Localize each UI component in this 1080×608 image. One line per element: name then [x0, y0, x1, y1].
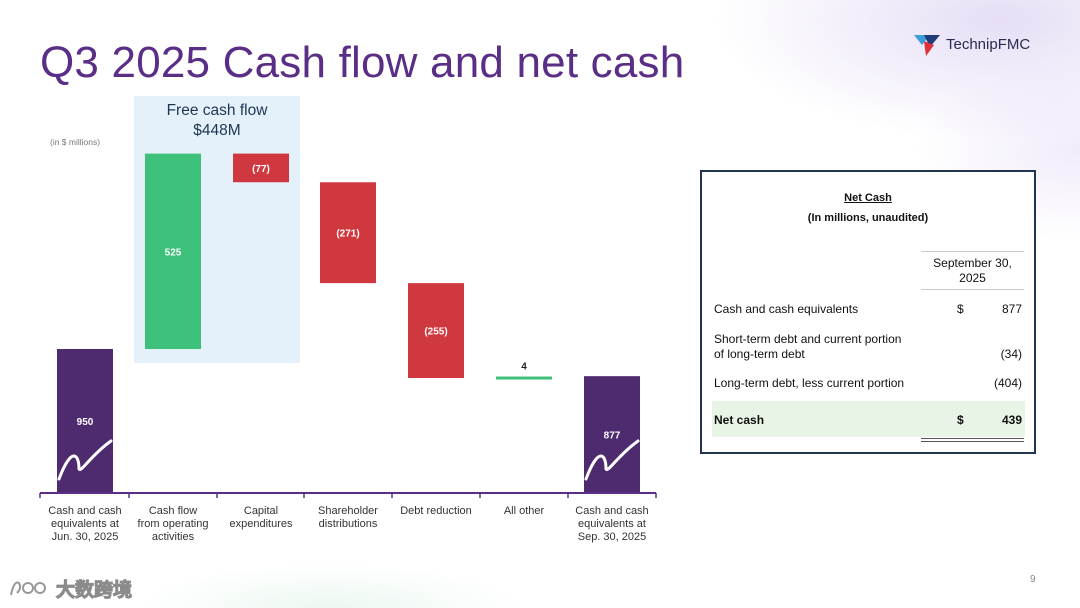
category-label: Shareholder distributions: [303, 505, 393, 531]
net-cash-title: Net Cash: [844, 192, 892, 204]
category-label-line: Cash and cash: [48, 505, 122, 517]
total-double-rule: [921, 438, 1024, 439]
row-label-cash: Cash and cash equivalents: [714, 302, 859, 316]
category-label: Capital expenditures: [216, 505, 306, 531]
net-cash-subtitle: (In millions, unaudited): [807, 212, 929, 224]
waterfall-bar: [496, 376, 552, 380]
category-label: All other: [479, 505, 569, 518]
row-value-long-term-debt: (404): [993, 376, 1022, 390]
row-label-line: of long-term debt: [714, 347, 805, 361]
net-cash-total-band: [712, 401, 1025, 437]
row-label-short-term-debt: Short-term debt and current portion of l…: [714, 332, 901, 362]
axis-break-mark: [57, 439, 113, 481]
category-label-line: Shareholder: [318, 505, 378, 517]
watermark: 大数跨境: [8, 574, 133, 602]
row-label-line: Short-term debt and current portion: [714, 332, 902, 346]
category-label-line: Jun. 30, 2025: [51, 531, 119, 543]
waterfall-bar: [57, 349, 113, 493]
category-label-line: expenditures: [229, 518, 293, 530]
bar-value-label: 877: [604, 431, 621, 442]
category-label-line: equivalents at: [578, 518, 646, 530]
category-label-line: activities: [151, 531, 195, 543]
technipfmc-logo-icon: [914, 35, 940, 56]
category-label-line: from operating: [137, 518, 209, 530]
row-dollar-sign: $: [957, 302, 964, 316]
waterfall-bar: [145, 153, 201, 349]
logo-wordmark: TechnipFMC: [946, 35, 1031, 53]
category-label: Cash flow from operating activities: [128, 505, 218, 544]
bar-value-label: (271): [336, 229, 359, 240]
waterfall-bar: [320, 182, 376, 284]
category-label: Debt reduction: [391, 505, 481, 518]
watermark-text: 大数跨境: [55, 579, 133, 601]
row-value-short-term-debt: (34): [1000, 347, 1022, 361]
column-header: September 30, 2025: [921, 256, 1024, 286]
free-cash-flow-amount: $448M: [193, 122, 241, 139]
net-cash-table: Net Cash (In millions, unaudited) Septem…: [700, 170, 1036, 454]
category-label-line: distributions: [318, 518, 378, 530]
category-label: Cash and cash equivalents at Sep. 30, 2025: [567, 505, 657, 544]
free-cash-flow-title: Free cash flow: [166, 102, 268, 119]
row-value-cash: 877: [1001, 302, 1022, 316]
bar-value-label: 525: [165, 247, 182, 258]
waterfall-bar: [584, 376, 640, 493]
row-label-long-term-debt: Long-term debt, less current portion: [714, 376, 905, 390]
row-value-net-cash: 439: [1001, 413, 1022, 427]
category-label-line: Debt reduction: [400, 505, 472, 517]
waterfall-bar: [408, 283, 464, 379]
watermark-logo-icon: [10, 581, 46, 596]
technipfmc-logo: TechnipFMC: [912, 29, 1030, 59]
bar-value-label: (77): [252, 164, 270, 175]
column-header-rule-bottom: [921, 289, 1024, 290]
slide-title: Q3 2025 Cash flow and net cash: [40, 38, 685, 87]
column-header-rule-top: [921, 251, 1024, 252]
total-double-rule: [921, 441, 1024, 442]
page-number: 9: [1030, 574, 1036, 585]
row-dollar-sign: $: [957, 413, 964, 427]
free-cash-flow-label: Free cash flow $448M: [134, 101, 300, 141]
bar-value-label: (255): [424, 327, 447, 338]
category-label-line: Cash and cash: [575, 505, 649, 517]
waterfall-chart: 950 525 (77) (271) (255) 4 877: [39, 153, 657, 498]
column-header-line: 2025: [959, 271, 986, 285]
category-label: Cash and cash equivalents at Jun. 30, 2025: [40, 505, 130, 544]
category-label-line: Capital: [243, 505, 279, 517]
category-label-line: Sep. 30, 2025: [577, 531, 647, 543]
units-note: (in $ millions): [50, 137, 101, 147]
category-label-line: Cash flow: [148, 505, 198, 517]
axis-break-mark: [584, 439, 640, 481]
bar-value-label: 4: [521, 362, 527, 373]
category-label-line: All other: [503, 505, 545, 517]
bar-value-label: 950: [77, 417, 94, 428]
waterfall-bar: [233, 153, 289, 183]
category-label-line: equivalents at: [51, 518, 119, 530]
column-header-line: September 30,: [933, 256, 1012, 270]
row-label-net-cash: Net cash: [714, 413, 765, 427]
